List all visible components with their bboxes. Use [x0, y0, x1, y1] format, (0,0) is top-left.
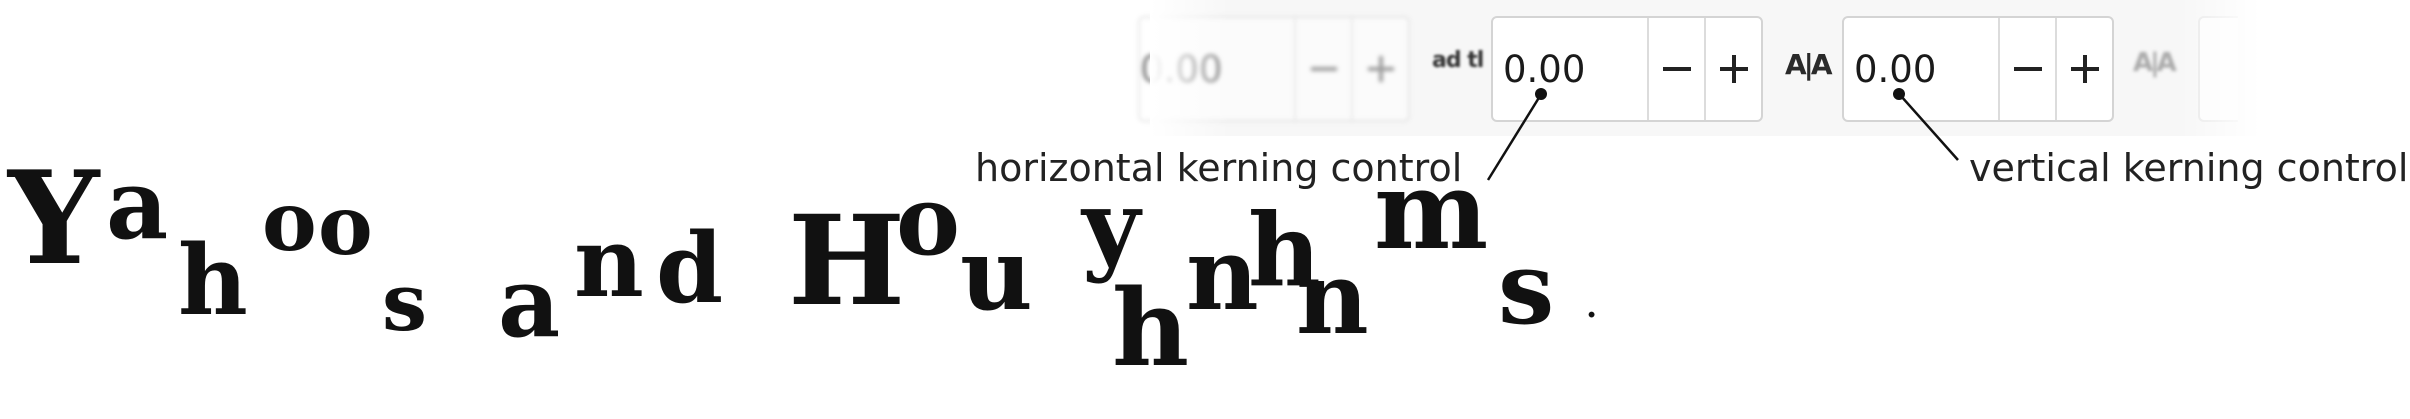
sample-glyph: h — [1248, 191, 1321, 309]
horizontal-kerning-value[interactable]: 0.00 — [1503, 47, 1586, 91]
sample-glyph: o — [318, 177, 373, 274]
sample-glyph: d — [656, 212, 724, 326]
horizontal-kerning-minus-button[interactable] — [1647, 18, 1704, 120]
horizontal-kerning-callout: horizontal kerning control — [975, 146, 1463, 190]
character-rotation-icon[interactable]: A|A — [2133, 48, 2177, 78]
right-fade — [2180, 0, 2260, 136]
partial-minus-button[interactable] — [1294, 18, 1351, 120]
horizontal-kerning-icon: ad tl — [1432, 48, 1484, 73]
sample-glyph: h — [1112, 265, 1190, 391]
plus-icon — [1719, 55, 1748, 83]
horizontal-kerning-plus-button[interactable] — [1704, 18, 1761, 120]
minus-icon — [2013, 67, 2042, 71]
vertical-kerning-minus-button[interactable] — [1998, 18, 2055, 120]
sample-glyph: n — [574, 206, 644, 320]
sample-glyph: s — [1498, 229, 1555, 347]
sample-glyph: s — [382, 255, 428, 350]
sample-glyph: u — [960, 215, 1033, 333]
sample-glyph: a — [498, 246, 561, 360]
sample-glyph: h — [178, 224, 248, 338]
vertical-kerning-callout: vertical kerning control — [1969, 146, 2409, 190]
horizontal-kerning-field[interactable]: 0.00 — [1491, 16, 1763, 122]
minus-icon — [1662, 67, 1691, 71]
minus-icon — [1310, 67, 1337, 71]
vertical-kerning-icon: A|A — [1785, 48, 1833, 81]
vertical-kerning-field[interactable]: 0.00 — [1842, 16, 2114, 122]
sample-glyph: m — [1374, 148, 1489, 275]
left-fade — [1150, 0, 1230, 136]
plus-icon — [2070, 55, 2099, 83]
sample-glyph: n — [1186, 215, 1259, 333]
partial-plus-button[interactable] — [1351, 18, 1408, 120]
vertical-kerning-plus-button[interactable] — [2055, 18, 2112, 120]
plus-icon — [1367, 56, 1394, 82]
sample-glyph: n — [1296, 239, 1369, 357]
sample-glyph: Y — [8, 144, 100, 295]
sample-glyph: y — [1082, 167, 1141, 285]
vertical-kerning-value[interactable]: 0.00 — [1854, 47, 1937, 91]
sample-glyph: o — [262, 173, 317, 270]
sample-glyph: a — [106, 148, 169, 262]
sample-glyph: . — [1586, 286, 1598, 325]
sample-glyph: o — [896, 164, 961, 278]
sample-glyph: H — [788, 189, 906, 335]
